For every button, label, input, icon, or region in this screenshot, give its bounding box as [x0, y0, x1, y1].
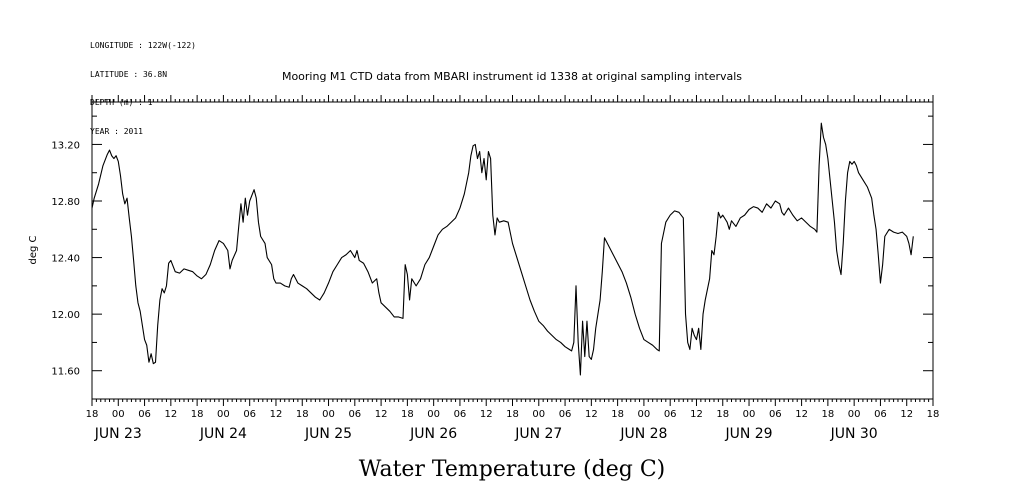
- year-label: YEAR : 2011: [90, 126, 143, 136]
- x-tick-label: 12: [585, 409, 598, 420]
- x-day-label: JUN 25: [304, 426, 352, 442]
- y-tick-label: 13.20: [51, 140, 80, 151]
- x-day-label: JUN 28: [619, 426, 667, 442]
- x-tick-label: 18: [611, 409, 624, 420]
- x-tick-label: 06: [348, 409, 361, 420]
- x-tick-label: 18: [191, 409, 204, 420]
- y-tick-label: 12.80: [51, 197, 80, 208]
- x-tick-label: 18: [86, 409, 99, 420]
- x-tick-label: 12: [375, 409, 388, 420]
- x-day-label: JUN 26: [409, 426, 457, 442]
- x-tick-label: 18: [716, 409, 729, 420]
- x-tick-label: 18: [401, 409, 414, 420]
- x-tick-label: 12: [690, 409, 703, 420]
- x-tick-label: 12: [795, 409, 808, 420]
- x-tick-label: 06: [664, 409, 677, 420]
- x-tick-label: 00: [743, 409, 756, 420]
- x-tick-label: 06: [138, 409, 151, 420]
- x-day-label: JUN 23: [94, 426, 142, 442]
- plot-frame: [91, 101, 934, 400]
- y-tick-label: 12.40: [51, 254, 80, 265]
- x-tick-label: 00: [112, 409, 125, 420]
- x-tick-label: 00: [532, 409, 545, 420]
- x-axis-title: Water Temperature (deg C): [359, 457, 666, 482]
- series-group: [91, 122, 914, 376]
- x-tick-label: 00: [427, 409, 440, 420]
- x-tick-label: 00: [322, 409, 335, 420]
- axes: 18 00 06 12 18 00 06 12 18 00 06 12 18 00 06 12 18 00 06 12…: [51, 95, 939, 442]
- x-tick-label: 00: [638, 409, 651, 420]
- x-tick-label: 18: [296, 409, 309, 420]
- x-tick-label: 06: [243, 409, 256, 420]
- x-tick-label: 06: [874, 409, 887, 420]
- x-tick-label: 06: [454, 409, 467, 420]
- longitude-label: LONGITUDE : 122W(-122): [90, 41, 196, 50]
- x-tick-label: 12: [164, 409, 177, 420]
- x-day-label: JUN 30: [830, 426, 878, 442]
- x-day-label: JUN 27: [514, 426, 562, 442]
- x-day-label: JUN 24: [199, 426, 247, 442]
- y-axis-label: deg C: [28, 235, 39, 264]
- temperature-series-line: [91, 122, 914, 376]
- x-tick-label: 18: [506, 409, 519, 420]
- latitude-label: LATITUDE : 36.8N: [90, 69, 168, 79]
- x-tick-label: 00: [848, 409, 861, 420]
- x-tick-label: 00: [217, 409, 230, 420]
- x-tick-label: 12: [480, 409, 493, 420]
- x-tick-label: 06: [769, 409, 782, 420]
- x-tick-label: 18: [927, 409, 940, 420]
- x-day-label: JUN 29: [724, 426, 772, 442]
- x-tick-label: 12: [270, 409, 283, 420]
- x-tick-label: 12: [900, 409, 913, 420]
- x-tick-label: 18: [822, 409, 835, 420]
- y-tick-label: 11.60: [51, 367, 80, 378]
- y-tick-label: 12.00: [51, 310, 80, 321]
- x-tick-label: 06: [559, 409, 572, 420]
- chart-title: Mooring M1 CTD data from MBARI instrumen…: [282, 70, 742, 83]
